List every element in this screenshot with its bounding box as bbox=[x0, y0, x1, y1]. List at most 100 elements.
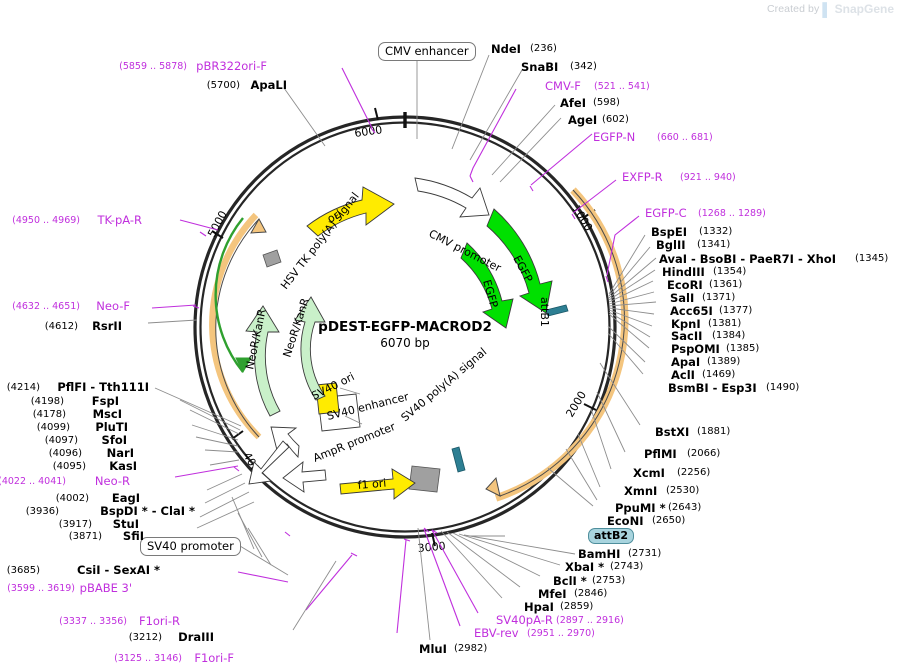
enzyme-label-acc65i: Acc65I bbox=[670, 304, 713, 318]
enzyme-label-msci: MscI bbox=[92, 407, 122, 421]
primer-pos-neo-r: (4022 .. 4041) bbox=[0, 476, 66, 487]
enzyme-label-ecori: EcoRI bbox=[667, 278, 703, 292]
enzyme-label-hindiii: HindIII bbox=[662, 265, 705, 279]
enzyme-pos-apali: (5700) bbox=[206, 80, 240, 91]
enzyme-label-avai-group: AvaI - BsoBI - PaeR7I - XhoI bbox=[659, 252, 836, 266]
enzyme-label-pluti: PluTI bbox=[95, 420, 128, 434]
enzyme-pos-eagi: (4002) bbox=[55, 493, 89, 504]
primer-label-pbr322ori-f: pBR322ori-F bbox=[196, 59, 267, 73]
primer-label-f1ori-r: F1ori-R bbox=[138, 614, 180, 628]
enzyme-label-snabi: SnaBI bbox=[521, 60, 559, 74]
enzyme-pos-snabi: (342) bbox=[570, 61, 597, 72]
enzyme-pos-draiii: (3212) bbox=[128, 632, 162, 643]
enzyme-pos-agei: (602) bbox=[602, 114, 629, 125]
feature-label-cmv-enhancer: CMV enhancer bbox=[378, 42, 476, 61]
enzyme-pos-sali: (1371) bbox=[702, 292, 736, 303]
enzyme-label-sali: SalI bbox=[670, 291, 695, 305]
primer-label-egfp-c: EGFP-C bbox=[645, 206, 687, 220]
enzyme-label-stui: StuI bbox=[112, 517, 139, 531]
leaders-left-primers bbox=[151, 219, 239, 478]
enzyme-label-afei: AfeI bbox=[560, 96, 586, 110]
feature-sv40-polya-graybox bbox=[408, 465, 441, 493]
enzyme-label-sfii: SfiI bbox=[122, 529, 144, 543]
enzyme-label-mfei: MfeI bbox=[538, 587, 567, 601]
feature-label-attb2: attB2 bbox=[588, 528, 634, 544]
enzyme-label-bcli: BclI * bbox=[553, 574, 587, 588]
primer-label-egfp-n: EGFP-N bbox=[593, 130, 636, 144]
feature-hsvtk-polya-marker bbox=[262, 249, 282, 268]
feature-label-sv40-promoter: SV40 promoter bbox=[140, 537, 241, 556]
enzyme-pos-ecori: (1361) bbox=[709, 279, 743, 290]
leaders-bottom-right-fan bbox=[440, 530, 576, 599]
enzyme-label-eagi: EagI bbox=[111, 491, 140, 505]
enzyme-label-xbai: XbaI * bbox=[565, 560, 605, 574]
primer-label-tk-pa-r: TK-pA-R bbox=[97, 213, 142, 227]
primer-pos-f1ori-r: (3337 .. 3356) bbox=[59, 616, 127, 627]
enzyme-label-bspei: BspEI bbox=[651, 225, 687, 239]
enzyme-label-econi: EcoNI bbox=[607, 514, 644, 528]
svg-text:ori: ori bbox=[325, 207, 344, 225]
enzyme-pos-csii-sexai: (3685) bbox=[6, 565, 40, 576]
snapgene-logo-icon: ▌ bbox=[822, 1, 832, 17]
enzyme-pos-pflfi-tth111i: (4214) bbox=[6, 382, 40, 393]
leaders-top-right-primers bbox=[469, 88, 640, 276]
primer-pos-sv40pa-r: (2897 .. 2916) bbox=[556, 615, 624, 626]
enzyme-pos-hindiii: (1354) bbox=[713, 266, 747, 277]
primer-label-exfp-r: EXFP-R bbox=[622, 170, 663, 184]
feature-neor-kanr-arrow-1 bbox=[245, 305, 281, 417]
enzyme-label-acli: AclI bbox=[671, 368, 695, 382]
enzyme-pos-avai-group: (1345) bbox=[855, 253, 889, 264]
enzyme-label-bsmbi-esp3i: BsmBI - Esp3I bbox=[668, 381, 757, 395]
enzyme-label-apali: ApaLI bbox=[250, 78, 288, 92]
primer-pos-ebv-rev: (2951 .. 2970) bbox=[527, 628, 595, 639]
plasmid-size: 6070 bp bbox=[380, 336, 430, 350]
enzyme-label-pspomi: PspOMI bbox=[671, 342, 720, 356]
primer-label-cmv-f: CMV-F bbox=[545, 79, 581, 93]
enzyme-pos-pspomi: (1385) bbox=[726, 343, 760, 354]
enzyme-label-sacii: SacII bbox=[671, 329, 703, 343]
feature-attb1-marker bbox=[545, 304, 569, 317]
enzyme-pos-acc65i: (1377) bbox=[719, 305, 753, 316]
enzyme-pos-pluti: (4099) bbox=[36, 422, 70, 433]
feature-sv40-polya-marker bbox=[451, 446, 466, 473]
enzyme-label-apai: ApaI bbox=[671, 355, 701, 369]
leaders-top-left bbox=[283, 67, 373, 147]
enzyme-label-mlui: MluI bbox=[419, 642, 447, 656]
sv40-callout-lines bbox=[339, 387, 363, 425]
enzyme-pos-bspei: (1332) bbox=[699, 226, 733, 237]
enzyme-label-sfoi: SfoI bbox=[101, 433, 127, 447]
feature-ori-arrow bbox=[306, 186, 395, 237]
primer-label-ebv-rev: EBV-rev bbox=[474, 626, 519, 640]
enzyme-pos-pflmi: (2066) bbox=[687, 448, 721, 459]
enzyme-pos-msci: (4178) bbox=[32, 409, 66, 420]
enzyme-pos-sfoi: (4097) bbox=[44, 435, 78, 446]
primer-pos-exfp-r: (921 .. 940) bbox=[680, 172, 736, 183]
enzyme-pos-econi: (2650) bbox=[652, 515, 686, 526]
enzyme-pos-xbai: (2743) bbox=[610, 561, 644, 572]
leaders-bottom-right-primers bbox=[423, 528, 479, 627]
primer-label-sv40pa-r: SV40pA-R bbox=[496, 613, 553, 627]
feature-f1ori-arrow bbox=[339, 468, 416, 500]
leader-rsrii bbox=[147, 319, 198, 324]
feature-egfp-arrow-1 bbox=[486, 208, 553, 314]
primer-pos-tk-pa-r: (4950 .. 4969) bbox=[12, 215, 80, 226]
primer-pos-neo-f: (4632 .. 4651) bbox=[12, 301, 80, 312]
enzyme-pos-rsrii: (4612) bbox=[44, 321, 78, 332]
enzyme-label-bstxi: BstXI bbox=[655, 425, 690, 439]
enzyme-label-ppumi: PpuMI * bbox=[615, 501, 666, 515]
enzyme-pos-ndei: (236) bbox=[530, 43, 557, 54]
primer-pos-pbabe3: (3599 .. 3619) bbox=[7, 583, 75, 594]
feature-neor-kanr-arrow-2 bbox=[294, 296, 326, 401]
enzyme-pos-sfii: (3871) bbox=[68, 531, 102, 542]
enzyme-pos-xcmi: (2256) bbox=[677, 467, 711, 478]
enzyme-label-bglii: BglII bbox=[656, 238, 686, 252]
orf-arc-orange bbox=[485, 187, 629, 502]
leaders-bottom-left-primers bbox=[237, 539, 407, 634]
primer-pos-pbr322ori-f: (5859 .. 5878) bbox=[119, 61, 187, 72]
enzyme-pos-bsmbi-esp3i: (1490) bbox=[766, 382, 800, 393]
enzyme-pos-bglii: (1341) bbox=[697, 239, 731, 250]
primer-label-neo-f: Neo-F bbox=[96, 299, 130, 313]
svg-text:HSV TK poly(A) signal: HSV TK poly(A) signal bbox=[278, 190, 362, 292]
enzyme-label-agei: AgeI bbox=[568, 113, 598, 127]
enzyme-pos-acli: (1469) bbox=[702, 369, 736, 380]
